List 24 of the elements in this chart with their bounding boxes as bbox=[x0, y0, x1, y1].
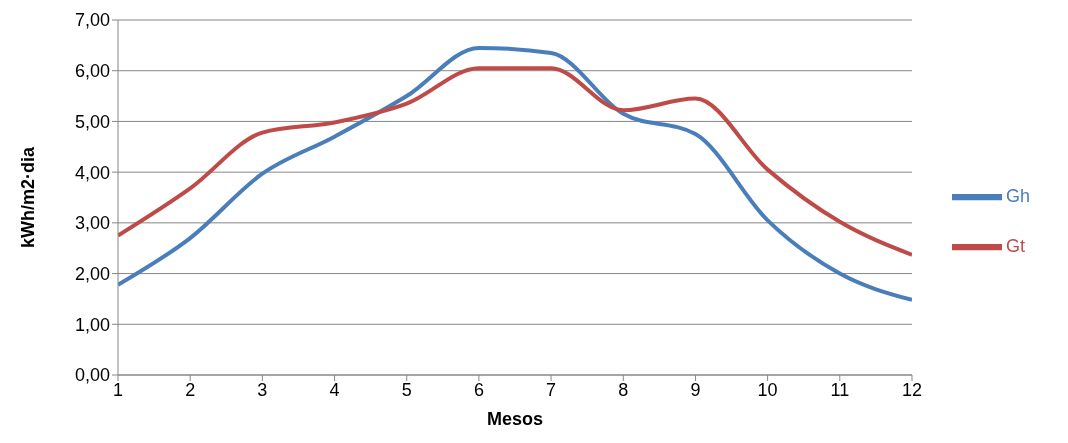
x-tick-label: 6 bbox=[473, 379, 484, 400]
x-tick-label: 11 bbox=[830, 379, 850, 400]
x-tick-label: 1 bbox=[112, 379, 124, 400]
legend-label: Gh bbox=[1005, 185, 1030, 206]
x-tick-label: 4 bbox=[329, 379, 340, 400]
y-tick-label: 4,00 bbox=[74, 162, 110, 183]
x-tick-label: 12 bbox=[901, 379, 922, 400]
x-tick-label: 10 bbox=[757, 379, 778, 400]
y-tick-label: 7,00 bbox=[74, 10, 110, 31]
y-tick-label: 3,00 bbox=[74, 213, 110, 234]
x-tick-label: 8 bbox=[618, 379, 629, 400]
y-tick-label: 6,00 bbox=[74, 61, 110, 82]
y-axis-title: kWh/m2·dia bbox=[18, 146, 39, 249]
y-tick-label: 5,00 bbox=[74, 111, 110, 132]
x-tick-label: 3 bbox=[257, 379, 268, 400]
x-tick-label: 9 bbox=[690, 379, 701, 400]
x-tick-label: 5 bbox=[401, 379, 412, 400]
y-tick-label: 1,00 bbox=[74, 314, 110, 335]
y-tick-label: 0,00 bbox=[74, 365, 110, 386]
x-tick-label: 2 bbox=[185, 379, 196, 400]
legend-label: Gt bbox=[1005, 235, 1025, 256]
x-tick-label: 7 bbox=[546, 379, 557, 400]
y-tick-label: 2,00 bbox=[74, 263, 110, 284]
x-axis-title: Mesos bbox=[486, 409, 544, 429]
